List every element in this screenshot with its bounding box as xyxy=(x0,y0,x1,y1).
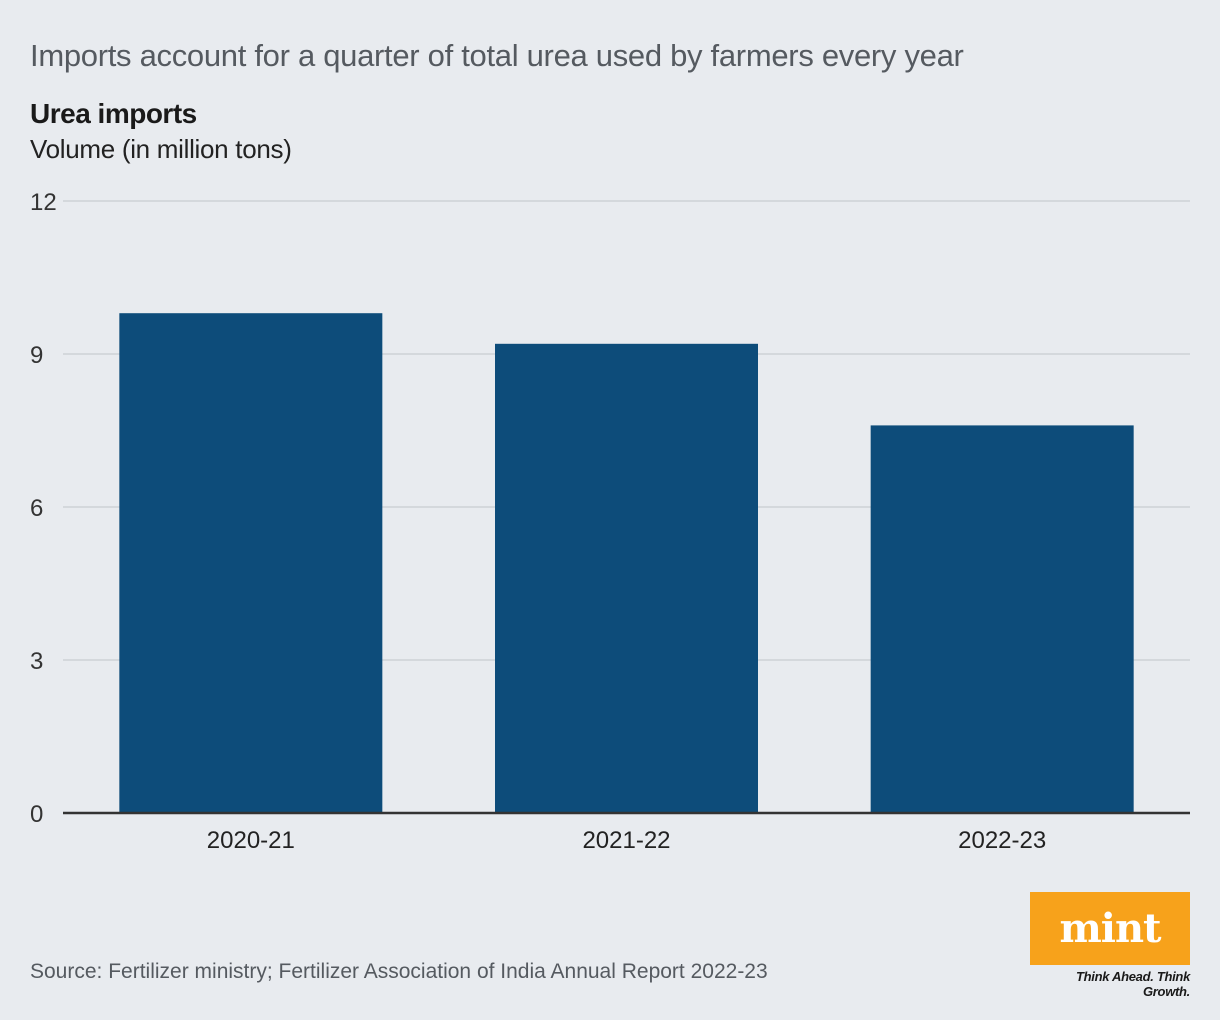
source-note: Source: Fertilizer ministry; Fertilizer … xyxy=(30,960,768,983)
y-tick-label: 6 xyxy=(30,495,43,522)
x-tick-label: 2020-21 xyxy=(207,827,295,854)
x-tick-label: 2021-22 xyxy=(582,827,670,854)
y-tick-label: 3 xyxy=(30,648,43,675)
y-tick-label: 12 xyxy=(30,189,57,216)
mint-logo-text: mint xyxy=(1059,905,1161,952)
y-tick-label: 0 xyxy=(30,801,43,828)
x-tick-label: 2022-23 xyxy=(958,827,1046,854)
chart-subtitle: Volume (in million tons) xyxy=(30,134,292,164)
chart-title: Urea imports xyxy=(30,98,197,129)
bar xyxy=(870,425,1134,813)
headline: Imports account for a quarter of total u… xyxy=(30,38,964,73)
bar xyxy=(119,313,383,813)
bar xyxy=(495,343,758,813)
logo-tagline: Think Ahead. Think Growth. xyxy=(1075,969,1190,999)
bar-chart: 0 3 6 9 12 2020-21 2021-22 2022-23 xyxy=(30,189,1190,854)
y-tick-label: 9 xyxy=(30,342,43,369)
mint-logo: mint xyxy=(1030,892,1190,965)
